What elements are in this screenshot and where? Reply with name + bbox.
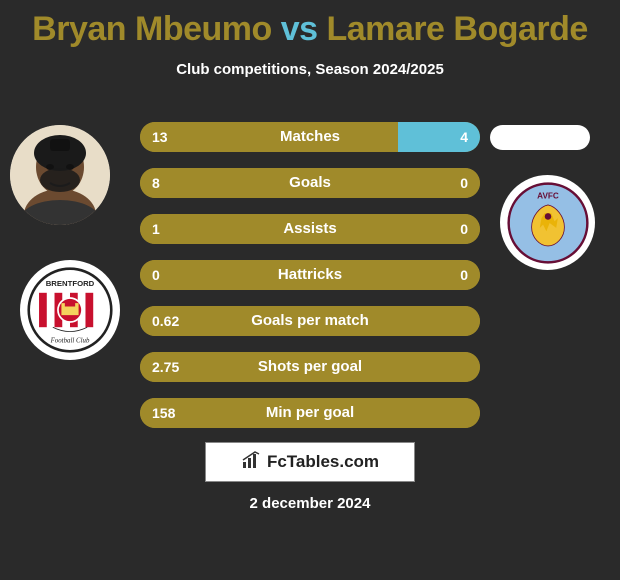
bar-value-right: 0 xyxy=(460,168,468,198)
bar-value-left: 13 xyxy=(152,122,168,152)
title-player1: Bryan Mbeumo xyxy=(32,10,272,48)
svg-text:Football Club: Football Club xyxy=(50,338,90,345)
bar-value-right: 4 xyxy=(460,122,468,152)
club2-crest: AVFC xyxy=(500,175,595,270)
bar-label: Matches xyxy=(140,122,480,152)
subtitle: Club competitions, Season 2024/2025 xyxy=(0,61,620,78)
stat-row: Goals8 0 xyxy=(140,168,480,198)
club1-crest: BRENTFORD Football Club xyxy=(20,260,120,360)
svg-text:AVFC: AVFC xyxy=(537,191,559,200)
bar-value-right: 0 xyxy=(460,260,468,290)
bar-value-left: 158 xyxy=(152,398,175,428)
bar-value-left: 1 xyxy=(152,214,160,244)
bar-label: Goals xyxy=(140,168,480,198)
bar-label: Goals per match xyxy=(140,306,480,336)
bar-label: Shots per goal xyxy=(140,352,480,382)
bar-label: Min per goal xyxy=(140,398,480,428)
title-player2: Lamare Bogarde xyxy=(327,10,588,48)
player2-avatar xyxy=(490,125,590,150)
bar-value-left: 8 xyxy=(152,168,160,198)
title-vs: vs xyxy=(281,10,318,48)
footer-site-logo: FcTables.com xyxy=(205,442,415,482)
svg-text:BRENTFORD: BRENTFORD xyxy=(46,279,95,288)
stat-row: Min per goal158 xyxy=(140,398,480,428)
bar-value-left: 2.75 xyxy=(152,352,179,382)
stat-row: Matches13 4 xyxy=(140,122,480,152)
bar-value-right: 0 xyxy=(460,214,468,244)
footer-date: 2 december 2024 xyxy=(0,495,620,512)
stat-row: Hattricks0 0 xyxy=(140,260,480,290)
player1-avatar xyxy=(10,125,110,225)
bar-value-left: 0.62 xyxy=(152,306,179,336)
chart-icon xyxy=(241,450,261,475)
stats-bars: Matches134Goals80Assists10Hattricks00Goa… xyxy=(140,122,480,444)
bar-label: Assists xyxy=(140,214,480,244)
stat-row: Assists1 0 xyxy=(140,214,480,244)
stat-row: Shots per goal2.75 xyxy=(140,352,480,382)
page-title: Bryan Mbeumo vs Lamare Bogarde xyxy=(0,0,620,49)
stat-row: Goals per match0.62 xyxy=(140,306,480,336)
footer-site-text: FcTables.com xyxy=(267,452,379,472)
bar-label: Hattricks xyxy=(140,260,480,290)
bar-value-left: 0 xyxy=(152,260,160,290)
